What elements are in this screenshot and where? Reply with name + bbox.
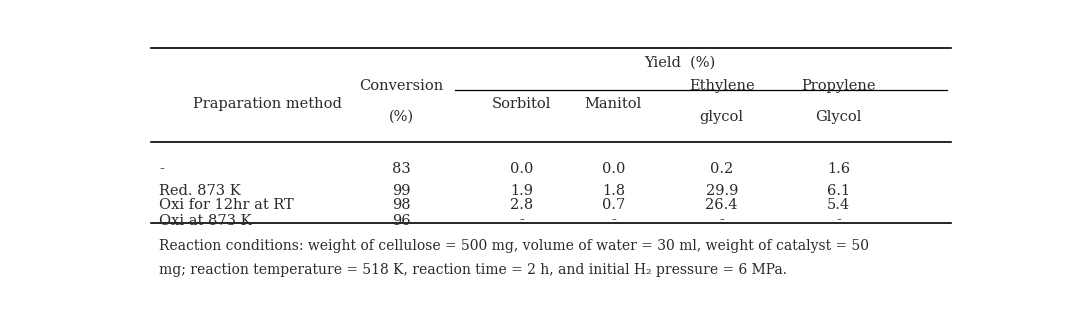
Text: (%): (%)	[388, 110, 414, 124]
Text: Oxi for 12hr at RT: Oxi for 12hr at RT	[159, 198, 295, 213]
Text: 0.0: 0.0	[511, 162, 533, 176]
Text: Red. 873 K: Red. 873 K	[159, 185, 241, 198]
Text: Oxi at 873 K: Oxi at 873 K	[159, 214, 252, 228]
Text: 99: 99	[391, 185, 411, 198]
Text: 1.6: 1.6	[827, 162, 850, 176]
Text: 29.9: 29.9	[705, 185, 737, 198]
Text: 83: 83	[391, 162, 411, 176]
Text: -: -	[836, 214, 841, 228]
Text: Conversion: Conversion	[359, 79, 443, 93]
Text: 2.8: 2.8	[511, 198, 533, 213]
Text: -: -	[611, 214, 616, 228]
Text: glycol: glycol	[700, 110, 744, 124]
Text: -: -	[159, 162, 164, 176]
Text: Propylene: Propylene	[801, 79, 876, 93]
Text: Ethylene: Ethylene	[689, 79, 755, 93]
Text: -: -	[519, 214, 525, 228]
Text: 6.1: 6.1	[827, 185, 850, 198]
Text: 0.2: 0.2	[711, 162, 733, 176]
Text: Yield  (%): Yield (%)	[644, 55, 716, 69]
Text: mg; reaction temperature = 518 K, reaction time = 2 h, and initial H₂ pressure =: mg; reaction temperature = 518 K, reacti…	[159, 263, 787, 277]
Text: Sorbitol: Sorbitol	[492, 97, 551, 111]
Text: 5.4: 5.4	[827, 198, 850, 213]
Text: 1.8: 1.8	[602, 185, 625, 198]
Text: 26.4: 26.4	[705, 198, 737, 213]
Text: Manitol: Manitol	[585, 97, 642, 111]
Text: 96: 96	[391, 214, 411, 228]
Text: 0.0: 0.0	[602, 162, 625, 176]
Text: Praparation method: Praparation method	[194, 97, 342, 111]
Text: Reaction conditions: weight of cellulose = 500 mg, volume of water = 30 ml, weig: Reaction conditions: weight of cellulose…	[159, 239, 870, 253]
Text: Glycol: Glycol	[815, 110, 861, 124]
Text: 98: 98	[391, 198, 411, 213]
Text: -: -	[719, 214, 725, 228]
Text: 1.9: 1.9	[511, 185, 533, 198]
Text: 0.7: 0.7	[602, 198, 625, 213]
